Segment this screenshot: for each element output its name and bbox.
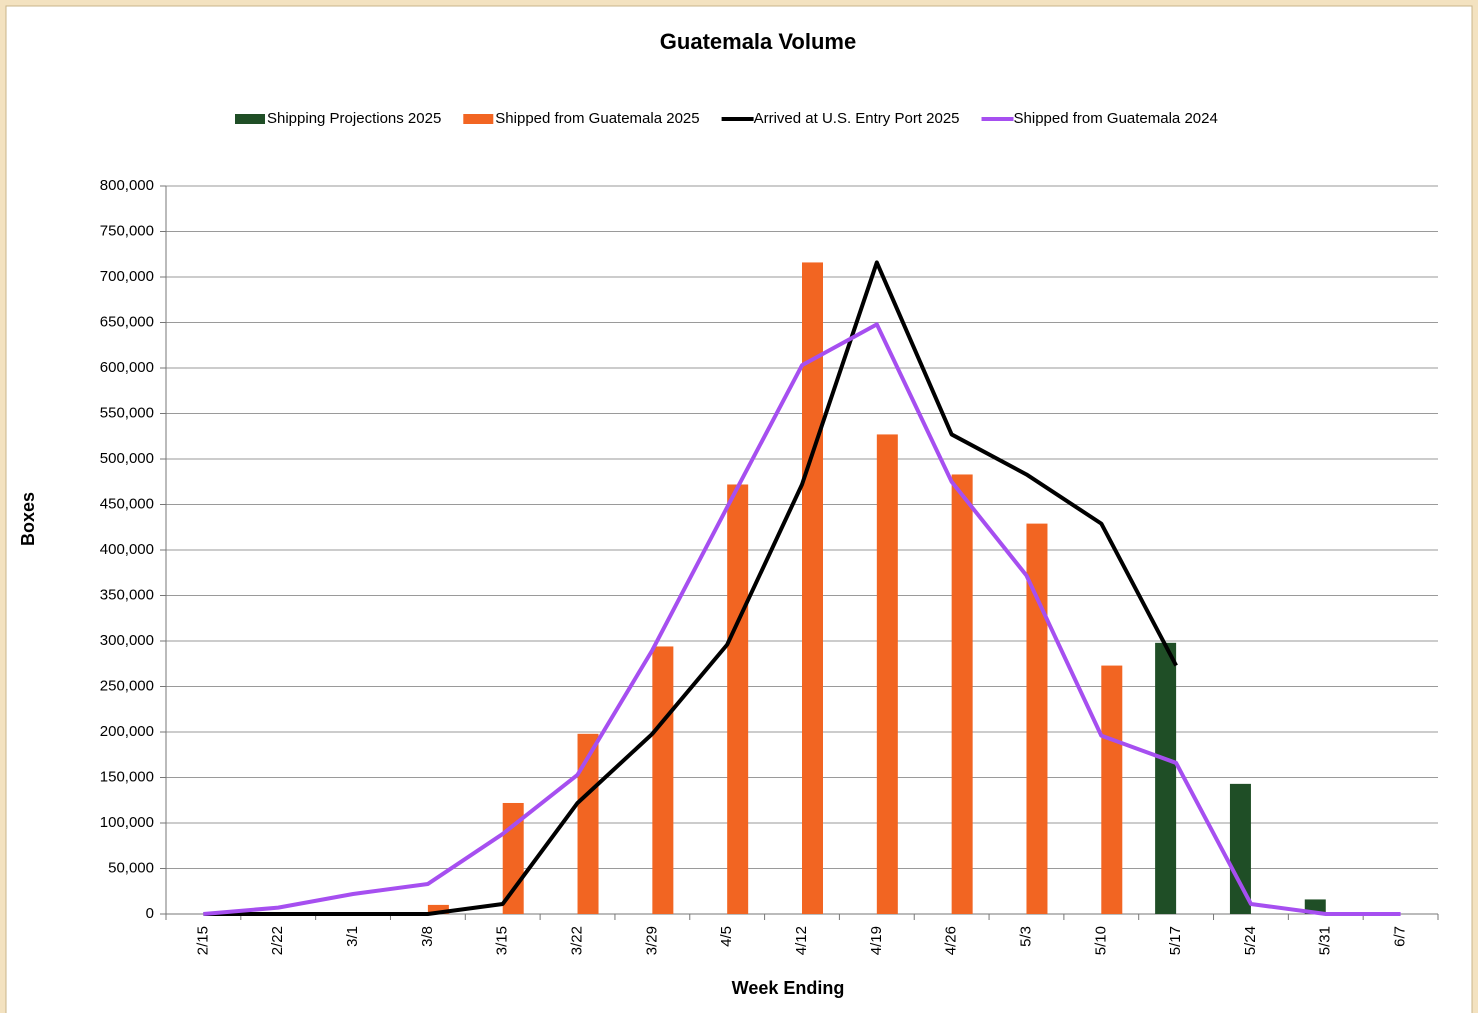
y-tick-label: 350,000: [100, 586, 154, 603]
y-tick-label: 50,000: [108, 859, 154, 876]
x-tick-label: 2/22: [269, 926, 286, 955]
y-tick-label: 750,000: [100, 222, 154, 239]
y-tick-label: 450,000: [100, 495, 154, 512]
x-tick-label: 5/3: [1017, 926, 1034, 947]
x-tick-label: 3/29: [643, 926, 660, 955]
x-tick-label: 4/19: [868, 926, 885, 955]
y-tick-label: 650,000: [100, 313, 154, 330]
bar: [1229, 783, 1251, 914]
x-tick-label: 3/15: [494, 926, 511, 955]
x-tick-label: 2/15: [194, 926, 211, 955]
y-tick-label: 300,000: [100, 632, 154, 649]
x-tick-label: 6/7: [1392, 926, 1409, 947]
bar: [802, 262, 823, 914]
bar: [652, 646, 674, 914]
y-tick-label: 700,000: [100, 268, 154, 285]
y-tick-label: 200,000: [100, 723, 154, 740]
legend-label: Shipping Projections 2025: [267, 110, 441, 127]
x-tick-label: 5/31: [1317, 926, 1334, 955]
bar: [951, 474, 973, 914]
y-tick-label: 400,000: [100, 541, 154, 558]
x-tick-label: 3/1: [344, 926, 361, 947]
line-series: [203, 322, 1401, 916]
legend-label: Shipped from Guatemala 2024: [1014, 110, 1218, 127]
bar: [577, 733, 599, 914]
line-series: [203, 260, 1178, 916]
bar: [1026, 523, 1048, 914]
x-tick-label: 3/8: [419, 926, 436, 947]
bar: [427, 904, 449, 914]
y-tick-label: 600,000: [100, 359, 154, 376]
bar: [727, 484, 749, 914]
x-tick-label: 4/12: [793, 926, 810, 955]
y-tick-label: 800,000: [100, 177, 154, 194]
y-tick-label: 550,000: [100, 404, 154, 421]
x-tick-label: 5/24: [1242, 926, 1259, 955]
y-axis-title: Boxes: [18, 492, 38, 546]
y-tick-label: 250,000: [100, 677, 154, 694]
bar: [1155, 642, 1177, 914]
chart-title: Guatemala Volume: [660, 29, 856, 54]
y-tick-label: 0: [146, 905, 154, 922]
legend-label: Shipped from Guatemala 2025: [495, 110, 699, 127]
legend-swatch: [235, 114, 265, 124]
x-tick-label: 4/5: [718, 926, 735, 947]
bar: [876, 434, 898, 914]
y-tick-label: 150,000: [100, 768, 154, 785]
x-tick-label: 5/10: [1092, 926, 1109, 955]
legend-label: Arrived at U.S. Entry Port 2025: [754, 110, 960, 127]
y-tick-label: 500,000: [100, 450, 154, 467]
x-tick-label: 3/22: [568, 926, 585, 955]
x-axis-title: Week Ending: [732, 978, 845, 998]
y-tick-label: 100,000: [100, 814, 154, 831]
legend-swatch: [463, 114, 494, 124]
bar: [1101, 665, 1123, 914]
x-tick-label: 4/26: [943, 926, 960, 955]
x-tick-label: 5/17: [1167, 926, 1184, 955]
